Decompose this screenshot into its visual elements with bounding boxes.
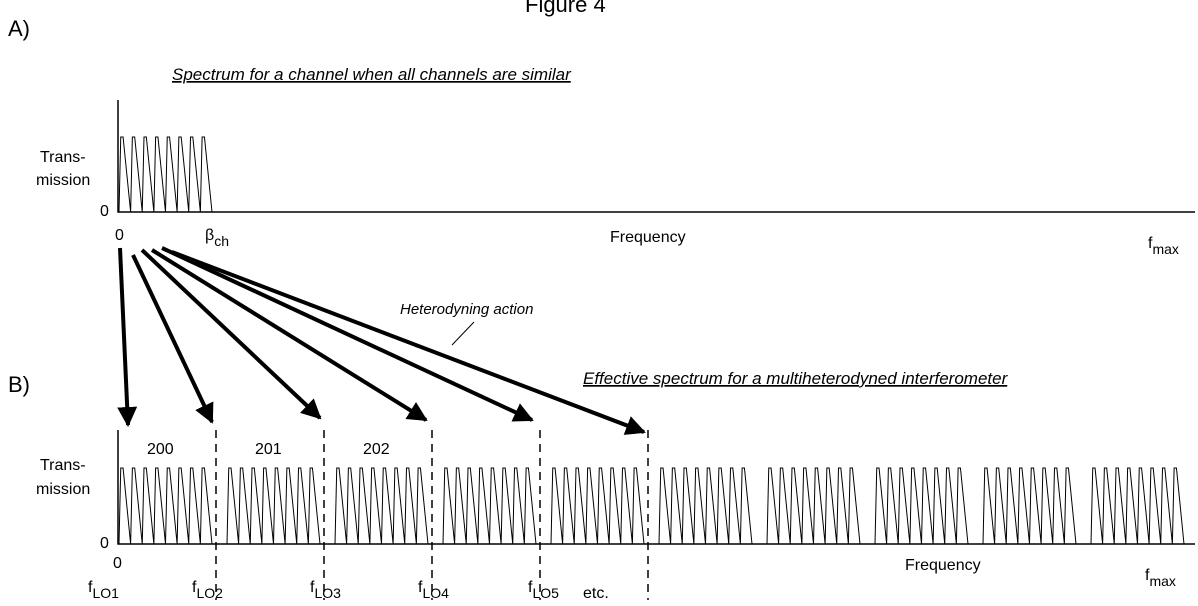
panel-label: B)	[8, 372, 30, 397]
passband-group	[226, 467, 321, 545]
caption: Spectrum for a channel when all channels…	[172, 65, 572, 84]
x-zero: 0	[113, 555, 122, 572]
arrow	[140, 248, 322, 420]
passband-group	[118, 136, 213, 213]
lo-label: fLO2	[192, 579, 223, 601]
x-zero: 0	[115, 227, 124, 244]
arrow	[161, 246, 534, 422]
spectrum	[118, 136, 213, 213]
passband-group	[118, 467, 213, 545]
lo-f: f	[310, 579, 315, 596]
fmax-sub: max	[1149, 573, 1175, 589]
passband-group	[550, 467, 645, 545]
passband-group	[334, 467, 429, 545]
lo-labels: fLO1 fLO2 fLO3 fLO4 fLO5	[88, 579, 559, 601]
channel-label: 200	[147, 441, 174, 458]
beta-sub: ch	[214, 233, 229, 249]
channel-label: 202	[363, 441, 390, 458]
annotation: Heterodyning action	[400, 301, 533, 318]
passband-group	[658, 467, 753, 545]
lo-lines	[215, 430, 649, 600]
passband-group	[766, 467, 861, 545]
caption: Effective spectrum for a multiheterodyne…	[583, 369, 1009, 388]
leader-line	[451, 321, 475, 346]
lo-label: fLO3	[310, 579, 341, 601]
beta-label: βch	[205, 227, 229, 249]
etc-label: etc.	[583, 585, 609, 602]
passband-group	[982, 467, 1077, 545]
arrow	[117, 247, 138, 427]
y-label: mission	[36, 481, 90, 498]
lo-sub: LO3	[314, 585, 341, 601]
channel-label: 201	[255, 441, 282, 458]
fmax: f	[1145, 567, 1150, 584]
lo-f: f	[88, 579, 93, 596]
lo-f: f	[192, 579, 197, 596]
fmax: f	[1148, 235, 1153, 252]
lo-f: f	[528, 579, 533, 596]
heterodyne-arrows	[117, 246, 646, 435]
y-zero: 0	[100, 535, 109, 552]
y-zero: 0	[100, 203, 109, 220]
lo-sub: LO4	[422, 585, 449, 601]
arrow	[150, 248, 428, 422]
passband-group	[874, 467, 969, 545]
lo-label: fLO5	[528, 579, 559, 601]
arrow	[171, 250, 646, 435]
passband-group	[442, 467, 537, 545]
lo-f: f	[418, 579, 423, 596]
panel-label: A)	[8, 16, 30, 41]
passband-group	[1090, 467, 1185, 545]
lo-sub: LO1	[92, 585, 119, 601]
lo-label: fLO1	[88, 579, 119, 601]
spectrum	[118, 467, 1185, 545]
arrow	[131, 254, 214, 424]
x-label: Frequency	[610, 229, 686, 246]
lo-label: fLO4	[418, 579, 449, 601]
y-label: mission	[36, 172, 90, 189]
y-label: Trans-	[40, 149, 86, 166]
axes	[117, 100, 1195, 213]
y-label: Trans-	[40, 457, 86, 474]
fmax-label: fmax	[1148, 235, 1179, 257]
lo-sub: LO5	[532, 585, 559, 601]
fmax-label: fmax	[1145, 567, 1176, 589]
fmax-sub: max	[1152, 241, 1178, 257]
x-label: Frequency	[905, 557, 981, 574]
figure-title: Figure 4	[525, 0, 606, 17]
axes	[117, 430, 1195, 545]
lo-sub: LO2	[196, 585, 223, 601]
beta: β	[205, 227, 214, 244]
